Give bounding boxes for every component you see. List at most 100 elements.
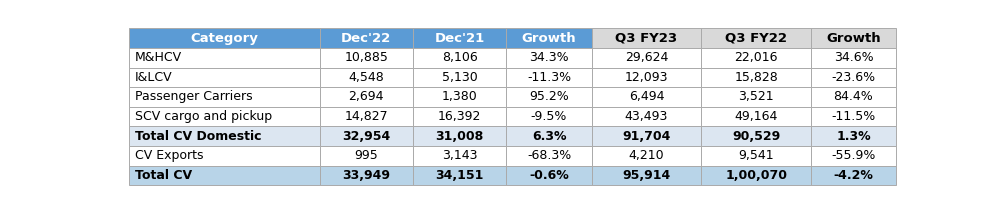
Bar [129, 48, 320, 68]
Text: 8,106: 8,106 [442, 51, 478, 64]
Bar [701, 68, 811, 87]
Bar [506, 146, 592, 166]
Text: 14,827: 14,827 [345, 110, 388, 123]
Bar [592, 126, 701, 146]
Text: -11.5%: -11.5% [831, 110, 876, 123]
Text: 84.4%: 84.4% [834, 90, 873, 103]
Bar [701, 126, 811, 146]
Text: Q3 FY23: Q3 FY23 [615, 32, 678, 45]
Bar [811, 87, 896, 107]
Bar [701, 166, 811, 185]
Bar [413, 87, 506, 107]
Text: Category: Category [190, 32, 258, 45]
Bar [413, 166, 506, 185]
Text: Total CV: Total CV [135, 169, 192, 182]
Text: 32,954: 32,954 [342, 130, 390, 143]
Text: 34.3%: 34.3% [529, 51, 569, 64]
Bar [592, 28, 701, 48]
Bar [811, 146, 896, 166]
Text: 3,143: 3,143 [442, 149, 477, 162]
Text: CV Exports: CV Exports [135, 149, 204, 162]
Text: I&LCV: I&LCV [135, 71, 173, 84]
Bar [506, 126, 592, 146]
Bar [592, 68, 701, 87]
Bar [592, 87, 701, 107]
Text: 29,624: 29,624 [625, 51, 668, 64]
Text: M&HCV: M&HCV [135, 51, 182, 64]
Bar [811, 28, 896, 48]
Text: 4,548: 4,548 [348, 71, 384, 84]
Bar [129, 28, 320, 48]
Bar [320, 68, 413, 87]
Text: 16,392: 16,392 [438, 110, 481, 123]
Bar [592, 48, 701, 68]
Bar [320, 166, 413, 185]
Bar [811, 68, 896, 87]
Bar [592, 146, 701, 166]
Bar [129, 68, 320, 87]
Text: -0.6%: -0.6% [529, 169, 569, 182]
Bar [506, 68, 592, 87]
Text: 49,164: 49,164 [734, 110, 778, 123]
Text: 34,151: 34,151 [436, 169, 484, 182]
Bar [506, 107, 592, 126]
Bar [811, 48, 896, 68]
Text: 5,130: 5,130 [442, 71, 478, 84]
Bar [701, 107, 811, 126]
Bar [592, 107, 701, 126]
Text: 22,016: 22,016 [734, 51, 778, 64]
Text: 9,541: 9,541 [738, 149, 774, 162]
Bar [129, 166, 320, 185]
Bar [320, 146, 413, 166]
Text: Passenger Carriers: Passenger Carriers [135, 90, 253, 103]
Text: 1.3%: 1.3% [836, 130, 871, 143]
Bar [592, 166, 701, 185]
Text: 91,704: 91,704 [622, 130, 671, 143]
Text: 34.6%: 34.6% [834, 51, 873, 64]
Text: 4,210: 4,210 [629, 149, 664, 162]
Text: Q3 FY22: Q3 FY22 [725, 32, 787, 45]
Text: -55.9%: -55.9% [831, 149, 876, 162]
Text: 995: 995 [354, 149, 378, 162]
Bar [320, 126, 413, 146]
Bar [413, 146, 506, 166]
Text: 10,885: 10,885 [344, 51, 388, 64]
Bar [320, 107, 413, 126]
Text: Growth: Growth [522, 32, 576, 45]
Bar [701, 48, 811, 68]
Text: -68.3%: -68.3% [527, 149, 571, 162]
Bar [129, 126, 320, 146]
Bar [413, 28, 506, 48]
Text: Growth: Growth [826, 32, 881, 45]
Bar [811, 166, 896, 185]
Text: 95,914: 95,914 [622, 169, 671, 182]
Bar [413, 48, 506, 68]
Text: 12,093: 12,093 [625, 71, 668, 84]
Text: -11.3%: -11.3% [527, 71, 571, 84]
Bar [811, 107, 896, 126]
Text: -23.6%: -23.6% [831, 71, 876, 84]
Bar [811, 126, 896, 146]
Bar [506, 166, 592, 185]
Bar [506, 28, 592, 48]
Bar [413, 126, 506, 146]
Bar [413, 107, 506, 126]
Text: Dec'22: Dec'22 [341, 32, 391, 45]
Bar [701, 146, 811, 166]
Text: 2,694: 2,694 [349, 90, 384, 103]
Text: 15,828: 15,828 [734, 71, 778, 84]
Bar [320, 28, 413, 48]
Bar [320, 48, 413, 68]
Text: Total CV Domestic: Total CV Domestic [135, 130, 262, 143]
Text: -4.2%: -4.2% [834, 169, 873, 182]
Text: 3,521: 3,521 [738, 90, 774, 103]
Text: 6,494: 6,494 [629, 90, 664, 103]
Text: 6.3%: 6.3% [532, 130, 566, 143]
Bar [129, 107, 320, 126]
Text: -9.5%: -9.5% [531, 110, 567, 123]
Text: 90,529: 90,529 [732, 130, 780, 143]
Bar [413, 68, 506, 87]
Text: SCV cargo and pickup: SCV cargo and pickup [135, 110, 272, 123]
Text: 95.2%: 95.2% [529, 90, 569, 103]
Bar [129, 146, 320, 166]
